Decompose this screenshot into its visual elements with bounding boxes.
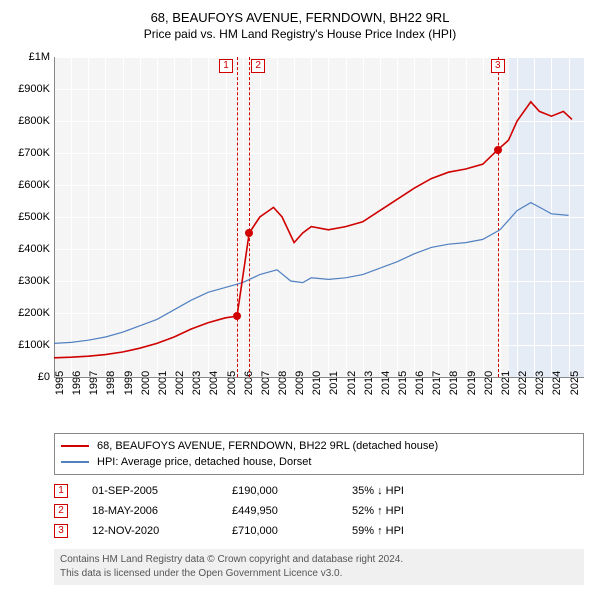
event-marker-box: 1 <box>219 59 233 73</box>
series-hpi <box>54 203 569 344</box>
event-num-box: 1 <box>54 484 68 498</box>
event-price: £710,000 <box>232 525 352 537</box>
event-marker-dot <box>233 312 241 320</box>
event-pct: 35% ↓ HPI <box>352 485 472 497</box>
event-date: 12-NOV-2020 <box>92 525 232 537</box>
chart-title: 68, BEAUFOYS AVENUE, FERNDOWN, BH22 9RL <box>8 10 592 25</box>
event-date: 18-MAY-2006 <box>92 505 232 517</box>
event-date: 01-SEP-2005 <box>92 485 232 497</box>
event-pct: 59% ↑ HPI <box>352 525 472 537</box>
chart-subtitle: Price paid vs. HM Land Registry's House … <box>8 27 592 41</box>
event-marker-box: 2 <box>251 59 265 73</box>
event-marker-box: 3 <box>491 59 505 73</box>
event-price: £449,950 <box>232 505 352 517</box>
series-price_paid <box>54 102 572 358</box>
event-pct: 52% ↑ HPI <box>352 505 472 517</box>
footer-line2: This data is licensed under the Open Gov… <box>60 567 578 581</box>
event-row: 1 01-SEP-2005£190,00035% ↓ HPI <box>54 481 584 501</box>
legend-label: 68, BEAUFOYS AVENUE, FERNDOWN, BH22 9RL … <box>97 440 438 452</box>
event-num-box: 3 <box>54 524 68 538</box>
legend-swatch <box>61 461 89 463</box>
legend-row: 68, BEAUFOYS AVENUE, FERNDOWN, BH22 9RL … <box>61 438 577 454</box>
legend-swatch <box>61 445 89 447</box>
event-row: 2 18-MAY-2006£449,95052% ↑ HPI <box>54 501 584 521</box>
event-num-box: 2 <box>54 504 68 518</box>
legend-label: HPI: Average price, detached house, Dors… <box>97 456 311 468</box>
legend-row: HPI: Average price, detached house, Dors… <box>61 454 577 470</box>
chart-area: £0£100K£200K£300K£400K£500K£600K£700K£80… <box>8 47 592 427</box>
event-marker-dot <box>245 229 253 237</box>
footer-attribution: Contains HM Land Registry data © Crown c… <box>54 549 584 585</box>
legend: 68, BEAUFOYS AVENUE, FERNDOWN, BH22 9RL … <box>54 433 584 475</box>
event-price: £190,000 <box>232 485 352 497</box>
event-marker-dot <box>494 146 502 154</box>
footer-line1: Contains HM Land Registry data © Crown c… <box>60 553 578 567</box>
events-table: 1 01-SEP-2005£190,00035% ↓ HPI 2 18-MAY-200… <box>54 481 584 541</box>
event-row: 3 12-NOV-2020£710,00059% ↑ HPI <box>54 521 584 541</box>
